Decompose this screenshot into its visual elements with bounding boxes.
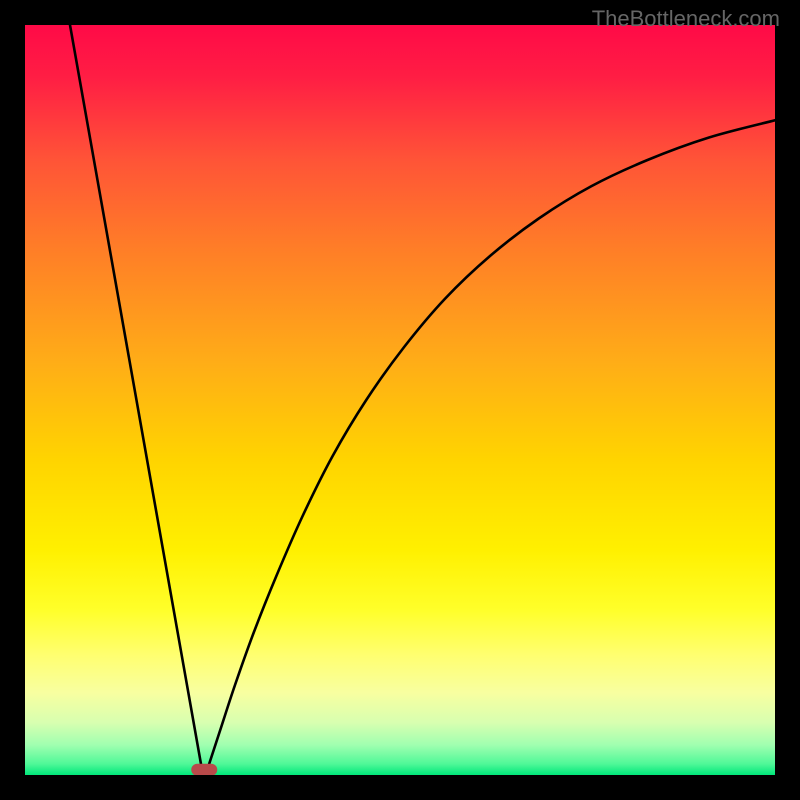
vertex-marker — [191, 764, 217, 775]
bottleneck-curve — [70, 25, 775, 770]
chart-container: TheBottleneck.com — [0, 0, 800, 800]
curve-layer — [25, 25, 775, 775]
watermark-text: TheBottleneck.com — [592, 6, 780, 32]
plot-area — [25, 25, 775, 775]
